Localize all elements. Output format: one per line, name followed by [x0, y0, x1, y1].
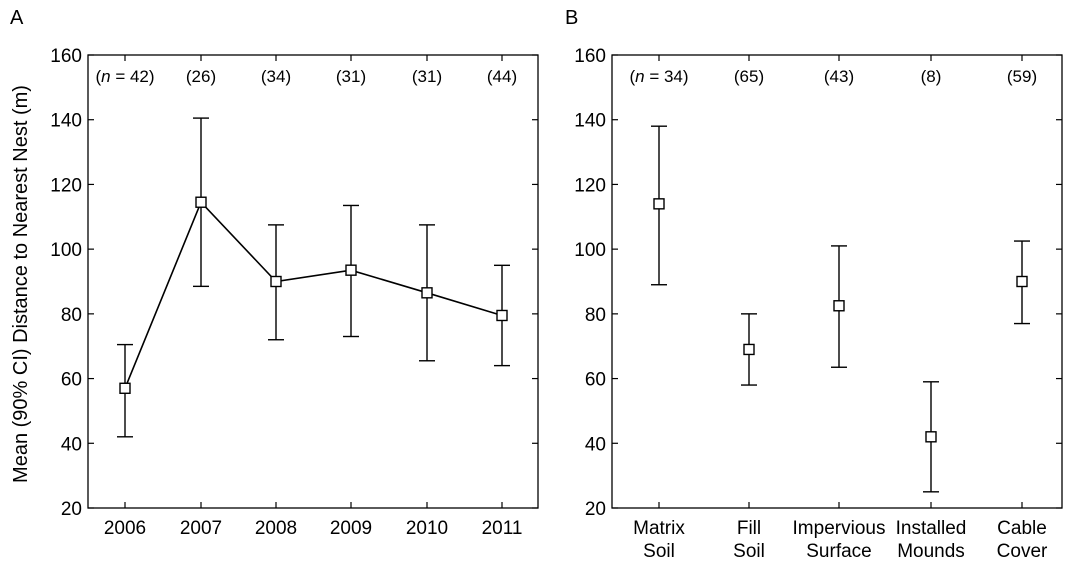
y-tick-label: 100: [574, 240, 606, 261]
x-tick-label: Cable: [997, 518, 1047, 539]
x-tick-label: Soil: [643, 541, 675, 562]
x-tick-label: Soil: [733, 541, 765, 562]
y-tick-label: 80: [585, 305, 606, 326]
sample-size-label: (n = 42): [95, 67, 154, 86]
y-tick-label: 100: [50, 240, 82, 261]
data-point: [653, 198, 665, 210]
sample-size-label: (65): [734, 67, 764, 86]
x-tick-label: 2011: [482, 518, 523, 539]
x-tick-label: Cover: [997, 541, 1048, 562]
x-tick-label: 2010: [406, 518, 448, 539]
panel-label: A: [10, 7, 24, 29]
x-tick-label: 2007: [180, 518, 222, 539]
plot-frame: [87, 54, 539, 509]
sample-size-label: (44): [487, 67, 517, 86]
sample-size-label: (n = 34): [629, 67, 688, 86]
data-point: [925, 431, 937, 443]
y-tick-label: 140: [574, 111, 606, 132]
y-tick-label: 160: [574, 46, 606, 67]
y-tick-label: 80: [61, 305, 82, 326]
plot-frame: [611, 54, 1063, 509]
x-tick-label: Mounds: [897, 541, 965, 562]
y-tick-label: 20: [61, 499, 82, 520]
sample-size-label: (59): [1007, 67, 1037, 86]
y-tick-label: 60: [61, 370, 82, 391]
sample-size-label: (43): [824, 67, 854, 86]
sample-size-label: (8): [921, 67, 942, 86]
x-tick-label: Matrix: [633, 518, 685, 539]
x-tick-label: Installed: [896, 518, 967, 539]
y-tick-label: 20: [585, 499, 606, 520]
sample-size-label: (31): [412, 67, 442, 86]
panel-label: B: [565, 7, 578, 29]
data-point: [345, 264, 357, 276]
data-point: [1016, 275, 1028, 288]
data-point: [195, 196, 207, 208]
y-tick-label: 40: [61, 434, 82, 455]
y-axis-label: Mean (90% CI) Distance to Nearest Nest (…: [10, 85, 32, 483]
data-point: [743, 343, 755, 356]
series-line: [124, 200, 503, 389]
y-tick-label: 160: [50, 46, 82, 67]
panel-a: A 20 40 60 80 100 120 140 160 2006 (n = 42) 2007 (26…: [10, 7, 539, 539]
y-tick-label: 60: [585, 370, 606, 391]
x-tick-label: 2008: [255, 518, 297, 539]
x-tick-label: Fill: [737, 518, 761, 539]
data-point: [270, 275, 282, 288]
data-point: [496, 309, 508, 322]
data-point: [421, 287, 433, 299]
y-tick-label: 40: [585, 434, 606, 455]
data-point: [119, 382, 131, 394]
x-tick-label: Surface: [806, 541, 871, 562]
data-point: [833, 300, 845, 312]
sample-size-label: (26): [186, 67, 216, 86]
x-tick-label: 2009: [330, 518, 372, 539]
y-tick-label: 120: [50, 175, 82, 196]
x-tick-label: 2006: [104, 518, 146, 539]
y-tick-label: 120: [574, 175, 606, 196]
x-tick-label: Impervious: [793, 518, 886, 539]
sample-size-label: (31): [336, 67, 366, 86]
y-tick-label: 140: [50, 111, 82, 132]
sample-size-label: (34): [261, 67, 291, 86]
